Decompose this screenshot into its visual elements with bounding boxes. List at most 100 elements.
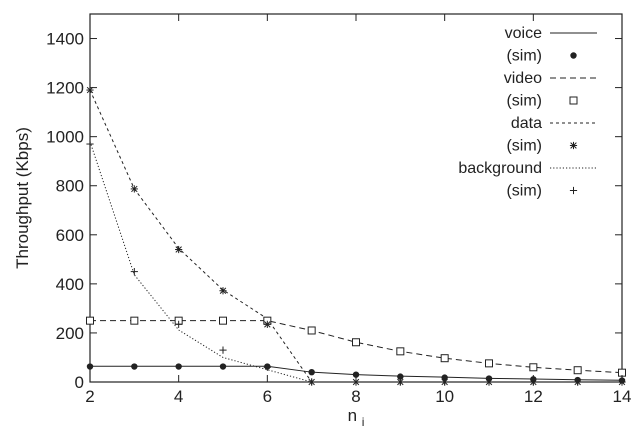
sim-point-data [263, 320, 271, 328]
y-tick-label: 600 [56, 226, 84, 245]
series-layer [89, 89, 623, 383]
x-tick-label: 4 [174, 387, 183, 406]
marker-stroke [86, 86, 94, 94]
series-line-data [89, 89, 622, 383]
sim-point-voice [352, 371, 360, 378]
y-tick-label: 1000 [46, 128, 84, 147]
sim-point-background [219, 346, 227, 354]
sim-point-voice [219, 363, 227, 370]
sim-point-video [352, 338, 360, 347]
marker-shape [131, 363, 138, 370]
sim-point-background [130, 268, 138, 276]
legend: voice (sim) video (sim) data (sim) background (… [458, 25, 597, 200]
markers-layer [86, 86, 626, 386]
marker-shape [440, 354, 449, 363]
sim-point-background [175, 320, 183, 328]
x-axis-title-main: n [348, 406, 357, 425]
marker-shape [396, 347, 405, 356]
legend-entry-data-sim: (sim) [506, 138, 578, 155]
legend-marker-sample [569, 141, 578, 150]
legend-marker-sample [569, 186, 578, 195]
marker-shape [529, 363, 538, 372]
legend-label: (sim) [506, 138, 542, 155]
x-axis-title-subscript: i [362, 415, 365, 427]
plot-frame [89, 13, 623, 383]
sim-point-video [86, 316, 94, 325]
sim-point-data [219, 287, 227, 295]
y-tick-label: 0 [75, 373, 84, 392]
y-axis-title: Throughput (Kbps) [13, 127, 32, 269]
sim-point-video [396, 347, 405, 356]
x-tick-label: 10 [435, 387, 454, 406]
legend-marker-sample [570, 52, 577, 59]
marker-shape [397, 373, 404, 380]
marker-stroke [131, 185, 138, 193]
sim-point-video [529, 363, 538, 372]
legend-label: (sim) [506, 93, 542, 110]
sim-point-video [573, 366, 582, 375]
sim-point-video [307, 326, 316, 335]
sim-point-background [263, 363, 271, 371]
sim-point-background [396, 378, 404, 386]
legend-label: video [504, 70, 542, 87]
legend-label: background [458, 160, 542, 177]
legend-entry-video-sim: (sim) [506, 93, 578, 110]
sim-point-voice [397, 373, 404, 380]
marker-shape [485, 359, 493, 368]
legend-entry-video: video [504, 70, 597, 87]
x-tick-label: 8 [351, 387, 360, 406]
y-tick-label: 1200 [46, 79, 84, 98]
sim-point-data [175, 245, 183, 254]
y-tick-label: 1400 [46, 30, 84, 49]
sim-point-background [574, 378, 582, 386]
x-tick-label: 14 [613, 387, 632, 406]
marker-stroke [570, 142, 577, 149]
sim-point-voice [175, 363, 182, 370]
sim-point-background [86, 140, 94, 148]
sim-point-video [485, 359, 493, 368]
x-axis-title: n i [348, 406, 365, 427]
marker-shape [86, 316, 94, 325]
marker-stroke [264, 321, 271, 328]
legend-label: (sim) [506, 48, 542, 65]
legend-entry-voice: voice [505, 25, 597, 42]
y-tick-label: 800 [56, 177, 84, 196]
legend-entry-background: background [458, 160, 597, 177]
marker-shape [569, 96, 578, 105]
sim-point-voice [131, 363, 138, 370]
marker-shape [219, 363, 227, 370]
y-tick-label: 400 [56, 275, 84, 294]
marker-shape [573, 366, 582, 375]
marker-shape [175, 363, 182, 370]
legend-entry-voice-sim: (sim) [506, 48, 577, 65]
legend-label: data [511, 115, 542, 132]
marker-shape [307, 326, 316, 335]
marker-stroke [175, 246, 182, 253]
sim-point-video [130, 316, 139, 325]
x-tick-label: 2 [85, 387, 94, 406]
series-line-video [90, 320, 623, 374]
legend-marker-sample [569, 96, 578, 105]
sim-point-video [440, 354, 449, 363]
legend-label: (sim) [506, 183, 542, 200]
marker-shape [219, 316, 227, 325]
legend-label: voice [505, 25, 542, 42]
marker-shape [352, 338, 360, 347]
marker-shape [86, 363, 94, 370]
plot-border [89, 13, 623, 383]
marker-shape [130, 316, 139, 325]
sim-point-video [219, 316, 227, 325]
marker-shape [570, 52, 577, 59]
sim-point-data [130, 185, 138, 193]
marker-shape [352, 371, 360, 378]
ticks-layer: 2 4 6 8 10 12 14 0 200 400 600 800 1000 1200 1400 [46, 14, 631, 406]
sim-point-background [485, 378, 493, 386]
y-tick-label: 200 [56, 324, 84, 343]
legend-entry-data: data [511, 115, 597, 132]
legend-entry-background-sim: (sim) [506, 183, 578, 200]
sim-point-background [308, 378, 316, 386]
x-tick-label: 12 [524, 387, 543, 406]
sim-point-voice [308, 368, 315, 376]
marker-stroke [219, 287, 227, 294]
